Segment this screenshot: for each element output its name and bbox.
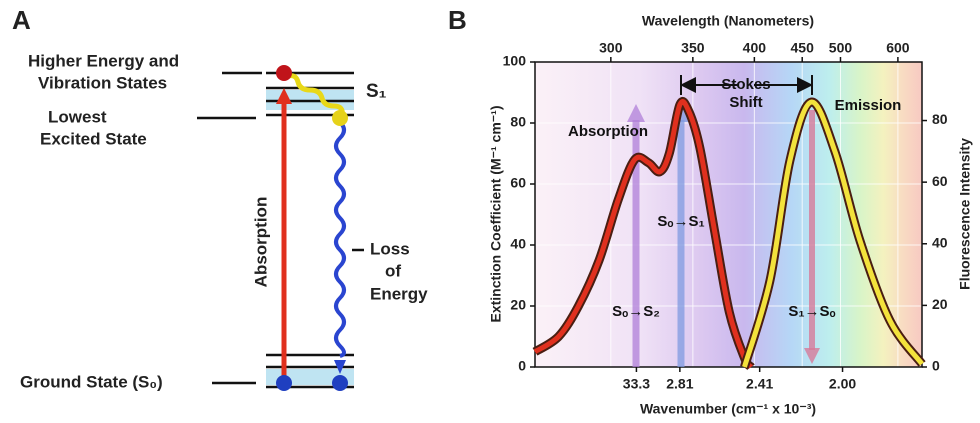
state-label: Ground State (S₀) xyxy=(20,372,163,391)
arrow-head xyxy=(334,360,346,374)
state-label: Lowest xyxy=(48,107,107,126)
panel-a: A Higher Energy and Vibration States Low… xyxy=(12,5,428,392)
process-label: Loss xyxy=(370,239,410,258)
x-tick-label: 2.00 xyxy=(829,376,856,392)
top-axis-title: Wavelength (Nanometers) xyxy=(642,13,814,29)
state-label: Excited State xyxy=(40,129,147,148)
panel-label: A xyxy=(12,5,31,35)
state-label: Vibration States xyxy=(38,73,167,92)
x-tick-label: 2.81 xyxy=(666,376,693,392)
top-tick-label: 450 xyxy=(791,40,815,56)
process-label: Absorption xyxy=(251,197,270,288)
annotation: Sₒ→S₂ xyxy=(612,303,660,320)
y2-tick-label: 0 xyxy=(932,358,940,374)
state-label: S₁ xyxy=(366,81,387,102)
y-axis-title: Extinction Coefficient (M⁻¹ cm⁻¹) xyxy=(488,106,504,323)
y-tick-label: 40 xyxy=(510,236,526,252)
state-label: Higher Energy and xyxy=(28,51,179,70)
y2-tick-label: 20 xyxy=(932,296,948,312)
y2-tick-label: 80 xyxy=(932,111,948,127)
panel-label: B xyxy=(448,5,467,35)
x-axis-title: Wavenumber (cm⁻¹ x 10⁻³) xyxy=(640,401,816,417)
top-tick-label: 400 xyxy=(743,40,767,56)
loss-wave xyxy=(334,120,346,358)
annotation: S₁→Sₒ xyxy=(788,303,835,320)
electron xyxy=(332,375,348,391)
curve xyxy=(533,99,754,369)
y-tick-label: 0 xyxy=(518,358,526,374)
y-tick-label: 80 xyxy=(510,114,526,130)
x-tick-label: 2.41 xyxy=(746,376,773,392)
top-tick-label: 500 xyxy=(829,40,853,56)
y-tick-label: 100 xyxy=(503,53,527,69)
series-label: Absorption xyxy=(568,123,648,140)
y2-axis-title: Fluorescence Intensity xyxy=(957,138,973,290)
series-label: Emission xyxy=(835,97,902,114)
arrow-head xyxy=(627,104,645,122)
electron xyxy=(276,375,292,391)
electron xyxy=(332,110,348,126)
annotation: Stokes xyxy=(721,76,770,93)
arrow-head xyxy=(276,88,292,104)
annotation: Shift xyxy=(729,94,762,111)
y2-tick-label: 40 xyxy=(932,234,948,250)
y-tick-label: 20 xyxy=(510,297,526,313)
curve xyxy=(742,99,925,368)
annotation: Sₒ→S₁ xyxy=(657,213,704,230)
y2-tick-label: 60 xyxy=(932,173,948,189)
y-tick-label: 60 xyxy=(510,175,526,191)
top-tick-label: 350 xyxy=(681,40,705,56)
x-tick-label: 33.3 xyxy=(623,376,650,392)
process-label: Energy xyxy=(370,284,428,303)
top-tick-label: 300 xyxy=(599,40,623,56)
top-tick-label: 600 xyxy=(886,40,910,56)
process-label: of xyxy=(385,261,401,280)
arrow-head xyxy=(804,348,820,364)
electron xyxy=(276,65,292,81)
plot-frame xyxy=(534,61,923,368)
relaxation-wave xyxy=(287,73,345,117)
panel-b: B Wavelength (Nanometers) Wavenumber (cm… xyxy=(448,5,973,417)
